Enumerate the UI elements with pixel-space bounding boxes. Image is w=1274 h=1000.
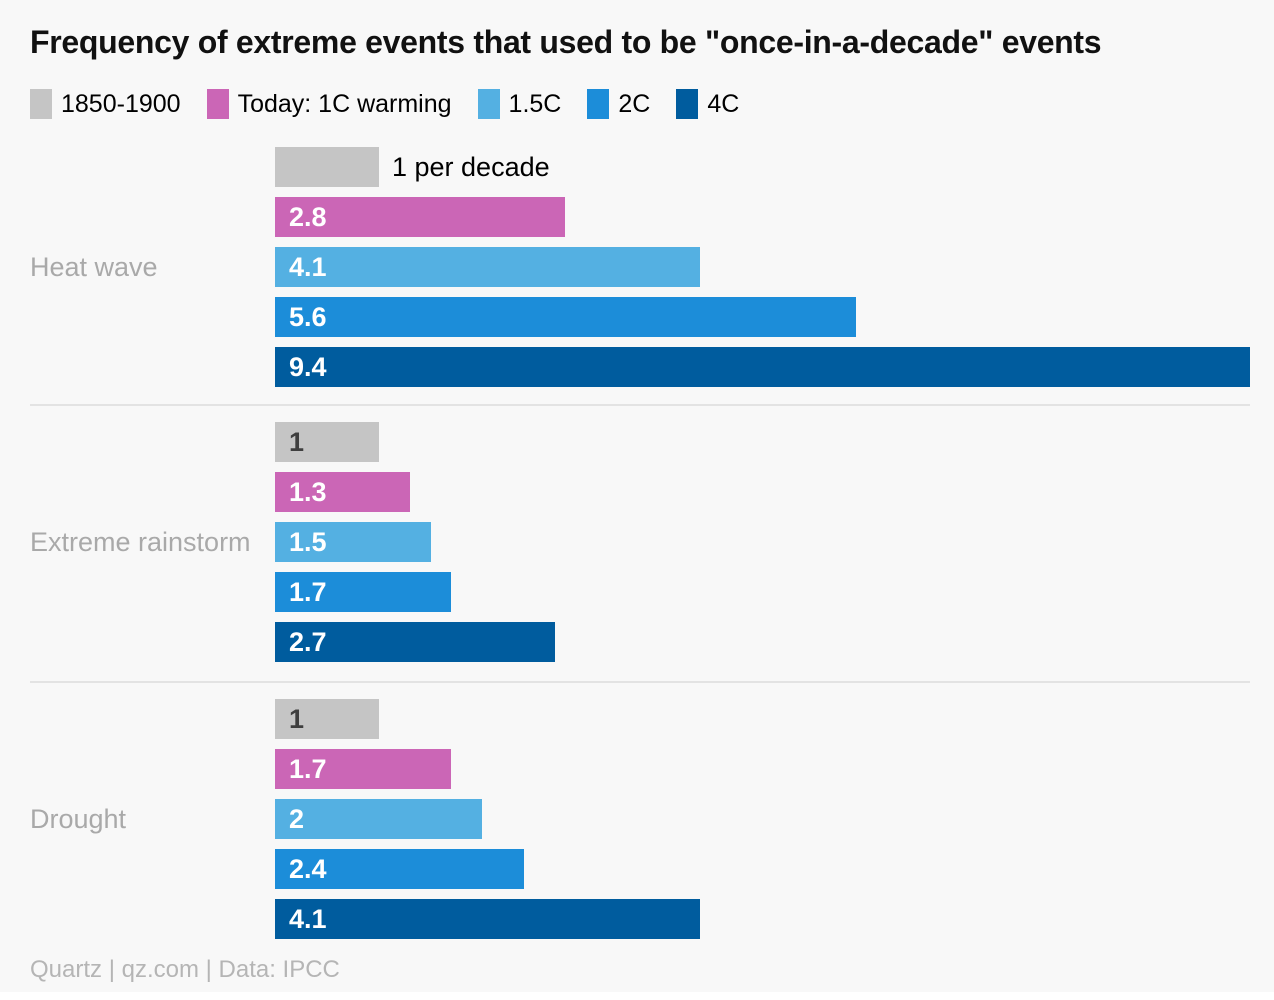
bar xyxy=(275,247,700,287)
bar-value-label: 2.7 xyxy=(289,627,327,657)
group-divider-1 xyxy=(30,404,1250,406)
bar xyxy=(275,197,565,237)
bar-row: 2 xyxy=(275,799,1274,839)
bar-row: 1.5 xyxy=(275,522,1274,562)
bar-value-label: 1 xyxy=(289,704,305,734)
bar-group-extreme-rainstorm: Extreme rainstorm 1 1.3 1.5 1.7 2.7 xyxy=(0,422,1274,662)
legend-item-4: 2C xyxy=(587,89,650,119)
bar xyxy=(275,849,524,889)
bar-row: 1.3 xyxy=(275,472,1274,512)
legend-swatch-icon xyxy=(30,89,52,119)
bar xyxy=(275,699,379,739)
legend: 1850-1900 Today: 1C warming 1.5C 2C 4C xyxy=(30,89,739,119)
baseline-annotation: 1 per decade xyxy=(392,152,550,182)
legend-swatch-icon xyxy=(477,89,500,119)
bar-group-heat-wave: Heat wave 1 per decade 2.8 4.1 5.6 9.4 xyxy=(0,147,1274,387)
legend-label: 1.5C xyxy=(508,89,562,118)
bar-value-label: 2.4 xyxy=(289,854,327,884)
bar-row: 2.4 xyxy=(275,849,1274,889)
bar-value-label: 1.5 xyxy=(289,527,327,557)
category-label: Drought xyxy=(30,804,127,834)
bar-row: 4.1 xyxy=(275,247,1274,287)
legend-item-1: 1850-1900 xyxy=(30,89,181,119)
bar xyxy=(275,422,379,462)
bar-row: 1 per decade xyxy=(275,147,1274,187)
bar-value-label: 2.8 xyxy=(289,202,327,232)
bottom-strip xyxy=(0,992,1274,1000)
legend-label: 2C xyxy=(618,89,651,118)
bar-row: 5.6 xyxy=(275,297,1274,337)
bar-value-label: 4.1 xyxy=(289,904,327,934)
bar xyxy=(275,572,451,612)
bar xyxy=(275,147,379,187)
bar-value-label: 5.6 xyxy=(289,302,327,332)
category-label: Extreme rainstorm xyxy=(30,527,251,557)
bar-row: 2.7 xyxy=(275,622,1274,662)
legend-swatch-icon xyxy=(587,89,610,119)
bar-row: 9.4 xyxy=(275,347,1274,387)
bar-value-label: 1.7 xyxy=(289,577,327,607)
legend-label: 1850-1900 xyxy=(61,89,181,118)
bar xyxy=(275,347,1250,387)
bar-value-label: 1.3 xyxy=(289,477,327,507)
legend-label: Today: 1C warming xyxy=(237,89,452,118)
chart-title: Frequency of extreme events that used to… xyxy=(30,24,1102,60)
bar xyxy=(275,472,410,512)
bar-row: 1 xyxy=(275,422,1274,462)
bar-row: 1.7 xyxy=(275,749,1274,789)
bar-value-label: 9.4 xyxy=(289,352,327,382)
bar-row: 4.1 xyxy=(275,899,1274,939)
bar-group-drought: Drought 1 1.7 2 2.4 4.1 xyxy=(0,699,1274,939)
bar xyxy=(275,522,431,562)
legend-swatch-icon xyxy=(676,89,699,119)
category-label: Heat wave xyxy=(30,252,158,282)
bar-value-label: 1 xyxy=(289,427,305,457)
legend-item-3: 1.5C xyxy=(477,89,562,119)
bar-row: 1.7 xyxy=(275,572,1274,612)
source-credit: Quartz | qz.com | Data: IPCC xyxy=(30,956,340,983)
group-divider-2 xyxy=(30,681,1250,683)
bar xyxy=(275,899,700,939)
legend-item-2: Today: 1C warming xyxy=(206,89,452,119)
bar-row: 2.8 xyxy=(275,197,1274,237)
bar xyxy=(275,799,482,839)
bar-value-label: 2 xyxy=(289,804,305,834)
bar-row: 1 xyxy=(275,699,1274,739)
bar xyxy=(275,297,856,337)
bar-value-label: 4.1 xyxy=(289,252,327,282)
legend-swatch-icon xyxy=(206,89,229,119)
bar xyxy=(275,749,451,789)
bar-value-label: 1.7 xyxy=(289,754,327,784)
bar xyxy=(275,622,555,662)
legend-label: 4C xyxy=(707,89,740,118)
legend-item-5: 4C xyxy=(676,89,739,119)
